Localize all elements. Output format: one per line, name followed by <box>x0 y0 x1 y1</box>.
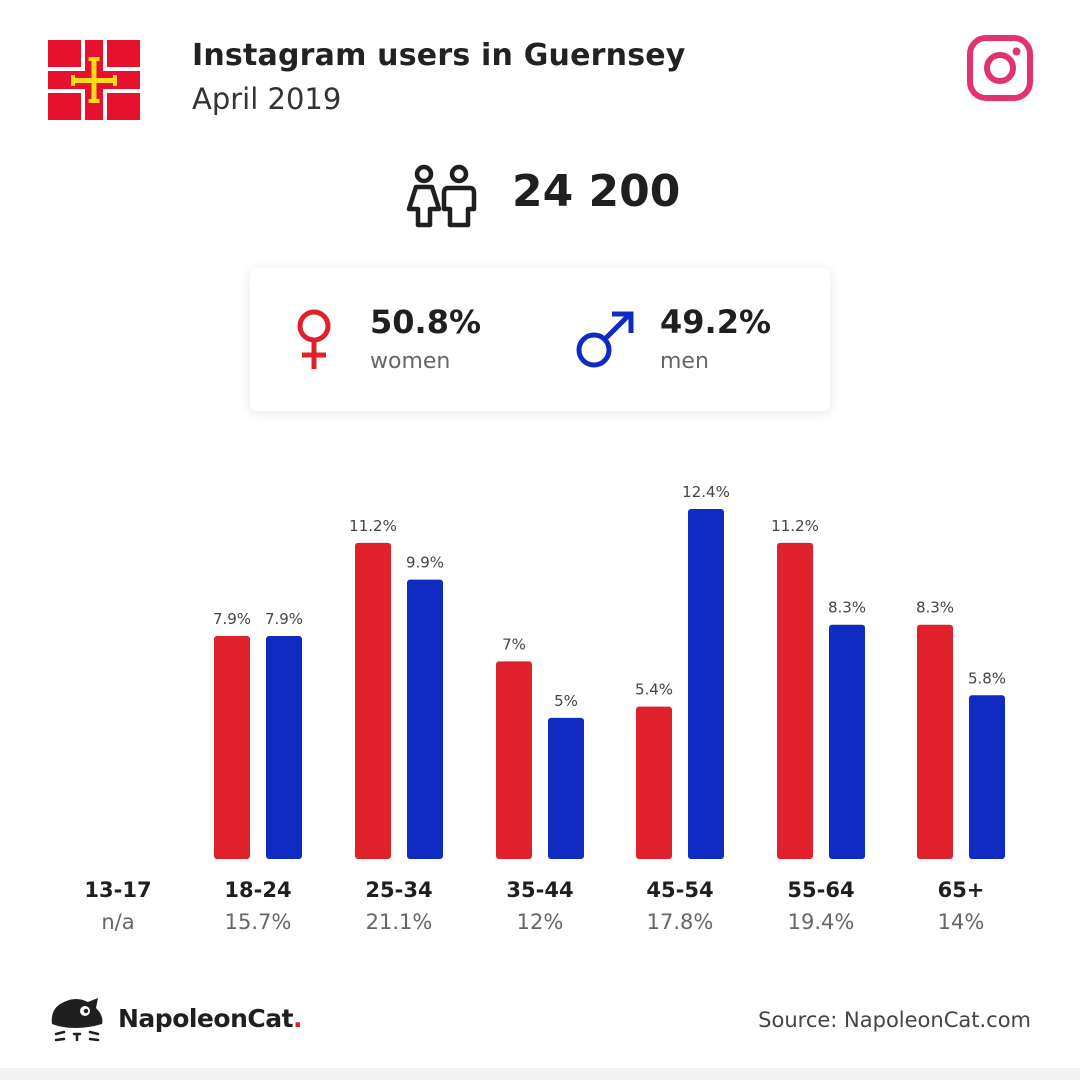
bar-men-18-24 <box>266 636 302 859</box>
men-label: men <box>660 349 709 374</box>
bar-women-35-44 <box>496 661 532 859</box>
bottom-strip <box>0 1068 1080 1080</box>
bar-women-25-34 <box>355 542 391 859</box>
age-group-label: 18-24 <box>224 878 292 902</box>
bar-women-45-54 <box>636 706 672 859</box>
age-group-share: 15.7% <box>224 910 292 934</box>
instagram-icon <box>967 35 1033 101</box>
bar-value-label: 7.9% <box>265 610 303 628</box>
age-group-label: 45-54 <box>646 878 714 902</box>
bar-value-label: 8.3% <box>828 599 866 617</box>
age-group-share: 19.4% <box>787 910 855 934</box>
bar-value-label: 5.4% <box>635 681 673 699</box>
bar-value-label: 12.4% <box>682 483 730 501</box>
bar-value-label: 5% <box>554 692 578 710</box>
age-group-share: 14% <box>937 910 985 934</box>
age-group-label: 35-44 <box>506 878 574 902</box>
women-percentage: 50.8% <box>370 303 482 341</box>
age-group-label: 65+ <box>937 878 985 902</box>
bar-women-55-64 <box>777 542 813 859</box>
bar-value-label: 9.9% <box>406 554 444 572</box>
bar-men-65+ <box>969 695 1005 859</box>
bar-value-label: 7.9% <box>213 610 251 628</box>
guernsey-flag <box>48 40 140 120</box>
bar-value-label: 11.2% <box>771 517 819 535</box>
age-group-share: n/a <box>101 910 135 934</box>
bar-value-label: 11.2% <box>349 517 397 535</box>
age-gender-bar-chart: 7.9% 7.9% 11.2% 9.9% 7% 5% 5.4% 12.4% 11.2% 8.3% 8… <box>213 483 1006 859</box>
female-symbol-icon <box>297 309 331 369</box>
age-group-share: 17.8% <box>646 910 714 934</box>
age-group-label: 25-34 <box>365 878 433 902</box>
male-symbol-icon <box>576 311 634 368</box>
bar-value-label: 7% <box>502 635 526 653</box>
source-credit: Source: NapoleonCat.com <box>758 1008 1031 1032</box>
bar-men-45-54 <box>688 509 724 859</box>
page-subtitle: April 2019 <box>192 82 342 116</box>
bar-value-label: 8.3% <box>916 599 954 617</box>
age-group-label: 55-64 <box>787 878 855 902</box>
people-icon <box>406 164 477 228</box>
bar-women-65+ <box>917 624 953 859</box>
napoleoncat-logo-icon <box>51 998 103 1042</box>
bar-value-label: 5.8% <box>968 669 1006 687</box>
page-title: Instagram users in Guernsey <box>192 38 686 73</box>
bar-men-55-64 <box>829 624 865 859</box>
men-percentage: 49.2% <box>660 303 772 341</box>
age-group-share: 21.1% <box>365 910 433 934</box>
bar-men-25-34 <box>407 579 443 859</box>
age-group-label: 13-17 <box>84 878 152 902</box>
age-group-share: 12% <box>516 910 564 934</box>
bar-men-35-44 <box>548 717 584 859</box>
women-label: women <box>370 349 451 374</box>
brand-name: NapoleonCat. <box>118 1004 303 1033</box>
total-users: 24 200 <box>512 166 681 217</box>
bar-women-18-24 <box>214 636 250 859</box>
gender-card <box>250 268 830 411</box>
